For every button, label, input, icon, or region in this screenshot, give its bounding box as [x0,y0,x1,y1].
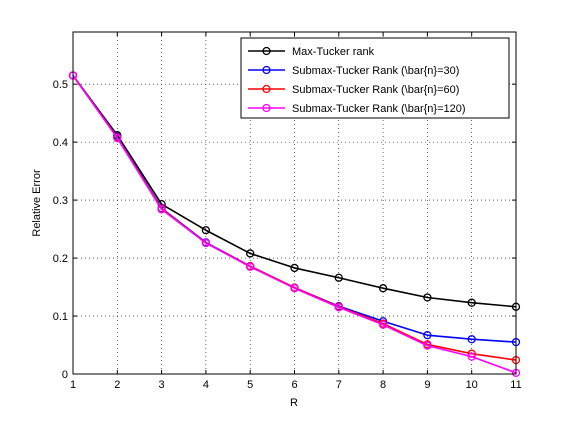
x-tick-label: 6 [291,379,297,391]
data-point [246,249,255,258]
legend-label: Submax-Tucker Rank (\bar{n}=60) [292,84,459,96]
legend-box [240,37,510,119]
x-tick-label: 5 [247,379,253,391]
y-tick-label: 0.1 [53,311,68,323]
x-tick-label: 9 [424,379,430,391]
legend-label: Max-Tucker rank [292,46,375,58]
data-point [334,273,343,282]
legend: Max-Tucker rank Submax-Tucker Rank (\bar{… [240,37,510,119]
series-line [72,74,517,308]
y-tick-label: 0.4 [53,137,68,149]
data-point [113,133,122,143]
x-tick-label: 7 [336,379,342,391]
legend-entries: Max-Tucker rank Submax-Tucker Rank (\bar{… [248,46,466,115]
data-point [467,298,476,307]
data-point [467,352,476,361]
y-axis-label: Relative Error [31,169,43,237]
data-point [290,284,299,293]
data-point [423,293,432,302]
legend-entry: Max-Tucker rank [248,46,375,58]
legend-entry: Submax-Tucker Rank (\bar{n}=60) [248,84,459,96]
data-point [157,205,166,214]
y-tick-label: 0.3 [53,195,68,207]
x-tick-label: 11 [510,379,521,391]
data-point [201,226,211,235]
x-tick-label: 3 [159,379,165,391]
y-tick-label: 0.5 [53,79,68,91]
data-point [378,320,388,329]
legend-swatch-marker [262,84,271,94]
data-point [246,262,255,271]
legend-swatch-marker [262,103,271,113]
y-tick-label: 0.2 [53,253,68,265]
data-point [290,263,299,273]
data-point [423,331,432,340]
data-point [467,335,476,344]
data-point [378,284,388,293]
legend-entry: Submax-Tucker Rank (\bar{n}=30) [248,65,459,77]
x-tick-label: 1 [70,379,76,391]
legend-label: Submax-Tucker Rank (\bar{n}=30) [292,65,459,77]
legend-entry: Submax-Tucker Rank (\bar{n}=120) [248,103,466,115]
series-layer [68,71,521,377]
legend-label: Submax-Tucker Rank (\bar{n}=120) [292,103,466,115]
data-point [423,341,432,350]
legend-swatch-marker [262,46,271,56]
data-point [334,303,343,312]
x-axis-label: R [290,397,298,409]
series-3 [68,71,521,377]
x-tick-label: 10 [466,379,478,391]
series-line [72,75,517,374]
data-point [201,238,211,248]
y-tick-label: 0 [62,369,68,381]
legend-swatch-marker [262,65,271,75]
x-tick-label: 8 [380,379,386,391]
x-tick-label: 2 [114,379,120,391]
axis-ticks: 1 2 3 4 5 6 7 8 9 10 11 0 0.1 0.2 0.3 0.4 0.5 [53,32,522,391]
x-tick-label: 4 [203,379,209,391]
